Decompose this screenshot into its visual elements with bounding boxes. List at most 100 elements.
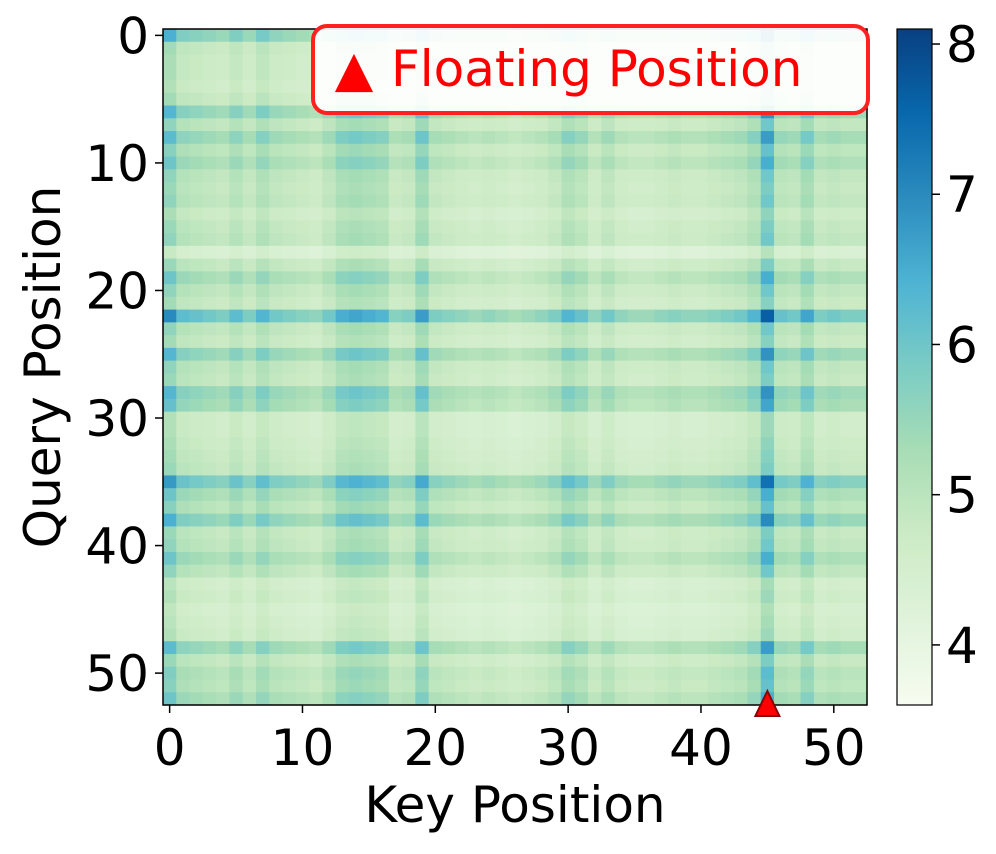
- heatmap-cell: [282, 118, 297, 132]
- heatmap-cell: [202, 488, 217, 502]
- heatmap-cell: [229, 182, 244, 196]
- heatmap-cell: [694, 551, 709, 566]
- heatmap-cell: [202, 309, 217, 323]
- heatmap-cell: [614, 679, 629, 693]
- heatmap-cell: [667, 615, 682, 630]
- heatmap-cell: [202, 54, 217, 68]
- heatmap-cell: [335, 551, 350, 566]
- heatmap-cell: [375, 335, 390, 349]
- heatmap-cell: [508, 118, 523, 132]
- heatmap-cell: [176, 449, 191, 464]
- heatmap-cell: [707, 488, 722, 502]
- heatmap-cell: [627, 577, 642, 591]
- heatmap-cell: [388, 628, 403, 642]
- heatmap-cell: [694, 449, 709, 464]
- heatmap-cell: [295, 143, 310, 158]
- heatmap-cell: [654, 500, 669, 515]
- heatmap-cell: [415, 666, 430, 681]
- heatmap-cell: [601, 475, 616, 489]
- heatmap-cell: [163, 411, 177, 425]
- heatmap-cell: [282, 526, 297, 540]
- heatmap-cell: [534, 641, 549, 655]
- heatmap-cell: [800, 577, 815, 591]
- heatmap-cell: [654, 398, 669, 413]
- heatmap-cell: [521, 590, 536, 604]
- heatmap-cell: [322, 258, 337, 272]
- heatmap-cell: [495, 143, 509, 158]
- heatmap-cell: [468, 169, 483, 183]
- heatmap-cell: [787, 411, 802, 425]
- heatmap-cell: [455, 590, 470, 604]
- heatmap-cell: [402, 526, 416, 540]
- heatmap-cell: [322, 271, 337, 285]
- heatmap-cell: [309, 360, 323, 374]
- heatmap-cell: [787, 590, 802, 604]
- heatmap-cell: [548, 233, 563, 247]
- heatmap-cell: [415, 462, 430, 477]
- heatmap-cell: [481, 577, 496, 591]
- x-tick-label: 50: [802, 719, 866, 777]
- heatmap-cell: [415, 577, 430, 591]
- heatmap-cell: [481, 398, 496, 413]
- heatmap-cell: [362, 424, 377, 438]
- heatmap-cell: [269, 679, 284, 693]
- heatmap-cell: [309, 207, 323, 221]
- heatmap-cell: [734, 564, 749, 579]
- heatmap-cell: [641, 590, 656, 604]
- heatmap-cell: [654, 347, 669, 362]
- heatmap-cell: [747, 513, 762, 528]
- heatmap-cell: [654, 373, 669, 387]
- heatmap-cell: [481, 411, 496, 425]
- heatmap-cell: [588, 615, 602, 630]
- heatmap-cell: [521, 602, 536, 617]
- heatmap-cell: [747, 156, 762, 170]
- heatmap-cell: [561, 347, 576, 362]
- heatmap-cell: [255, 41, 270, 56]
- heatmap-cell: [163, 488, 177, 502]
- heatmap-cell: [229, 386, 244, 400]
- heatmap-cell: [216, 577, 231, 591]
- heatmap-cell: [534, 220, 549, 234]
- heatmap-cell: [415, 322, 430, 336]
- heatmap-cell: [508, 513, 523, 528]
- heatmap-cell: [641, 424, 656, 438]
- floating-position-triangle: [753, 688, 781, 717]
- heatmap-cell: [375, 386, 390, 400]
- heatmap-cell: [388, 207, 403, 221]
- heatmap-cell: [720, 169, 735, 183]
- heatmap-cell: [176, 92, 191, 107]
- heatmap-cell: [840, 156, 855, 170]
- heatmap-cell: [189, 602, 204, 617]
- heatmap-cell: [428, 143, 443, 158]
- heatmap-cell: [189, 271, 204, 285]
- heatmap-cell: [734, 245, 749, 260]
- heatmap-cell: [521, 322, 536, 336]
- heatmap-cell: [707, 296, 722, 311]
- heatmap-cell: [428, 424, 443, 438]
- heatmap-cell: [335, 347, 350, 362]
- heatmap-cell: [760, 284, 775, 298]
- heatmap-cell: [787, 271, 802, 285]
- heatmap-cell: [840, 449, 855, 464]
- heatmap-cell: [242, 628, 257, 642]
- heatmap-cell: [720, 500, 735, 515]
- heatmap-cell: [614, 602, 629, 617]
- heatmap-cell: [163, 577, 177, 591]
- heatmap-cell: [309, 398, 323, 413]
- heatmap-cell: [561, 322, 576, 336]
- heatmap-cell: [269, 398, 284, 413]
- heatmap-cell: [362, 335, 377, 349]
- heatmap-cell: [455, 539, 470, 553]
- heatmap-cell: [521, 258, 536, 272]
- y-tick-label: 20: [85, 262, 149, 320]
- heatmap-cell: [813, 539, 828, 553]
- heatmap-cell: [561, 641, 576, 655]
- heatmap-cell: [229, 628, 244, 642]
- heatmap-cell: [402, 488, 416, 502]
- heatmap-cell: [348, 424, 363, 438]
- heatmap-cell: [295, 411, 310, 425]
- heatmap-cell: [627, 475, 642, 489]
- heatmap-cell: [827, 131, 842, 145]
- heatmap-cell: [800, 564, 815, 579]
- heatmap-cell: [534, 666, 549, 681]
